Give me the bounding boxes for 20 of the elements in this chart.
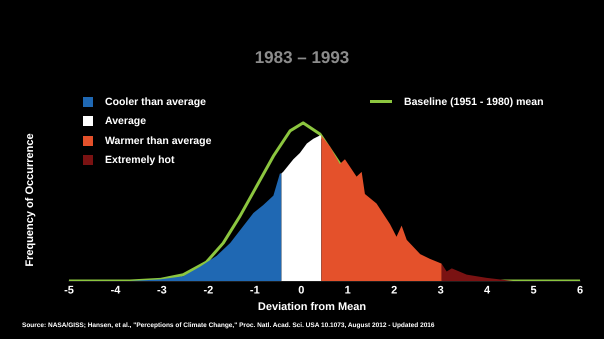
x-tick-label: -4 bbox=[110, 284, 122, 297]
x-tick-label: 0 bbox=[298, 284, 304, 297]
legend-label: Average bbox=[105, 115, 146, 128]
x-tick-label: -3 bbox=[157, 284, 167, 297]
x-tick-label: 6 bbox=[576, 284, 584, 297]
x-tick-label: -2 bbox=[203, 284, 214, 297]
x-tick-label: 1 bbox=[344, 284, 351, 297]
chart-title: 1983 – 1993 bbox=[254, 48, 350, 68]
x-tick-label: -5 bbox=[64, 284, 74, 297]
legend-label: Baseline (1951 - 1980) mean bbox=[404, 96, 544, 108]
x-tick-label: 2 bbox=[391, 284, 398, 297]
x-tick-label: 4 bbox=[484, 284, 492, 297]
y-axis-title: Frequency of Occurrence bbox=[24, 133, 36, 267]
legend-label: Warmer than average bbox=[105, 134, 212, 147]
x-tick-label: -1 bbox=[250, 284, 260, 297]
legend-label: Cooler than average bbox=[105, 96, 206, 108]
x-tick-label: 3 bbox=[438, 284, 444, 297]
x-tick-label: 5 bbox=[530, 284, 537, 297]
legend-label: Extremely hot bbox=[105, 154, 174, 166]
x-axis-title: Deviation from Mean bbox=[256, 301, 368, 313]
